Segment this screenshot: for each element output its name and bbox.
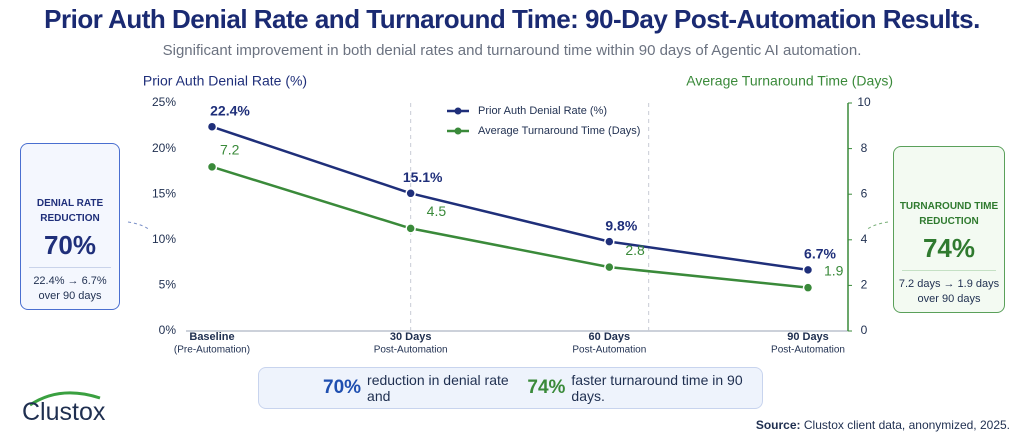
banner-value: 70% — [323, 377, 362, 398]
y-tick-label: 10% — [152, 232, 176, 246]
data-point — [604, 236, 615, 247]
source: Source: Clustox client data, anonymized,… — [756, 418, 1010, 432]
data-label: 22.4% — [210, 102, 250, 118]
data-point — [802, 282, 814, 293]
card-period: over 90 days — [917, 293, 981, 305]
legend-swatch — [454, 127, 462, 135]
source-text: Clustox client data, anonymized, 2025. — [803, 418, 1010, 432]
subtitle: Significant improvement in both denial r… — [162, 42, 862, 59]
series-line — [211, 125, 809, 272]
data-label: 7.2 — [220, 142, 240, 158]
data-label: 2.8 — [625, 242, 645, 258]
data-point — [206, 161, 218, 173]
data-label: 1.9 — [824, 262, 844, 278]
legend-swatch — [454, 107, 462, 115]
data-label: 4.5 — [427, 203, 447, 219]
data-point — [405, 223, 416, 234]
card-detail: 22.4% → 6.7% — [33, 275, 107, 287]
y-tick-label: 0% — [159, 323, 177, 337]
y2-tick-label: 0 — [861, 323, 868, 337]
x-tick-sublabel: Post-Automation — [374, 345, 448, 356]
banner-text: faster turnaround time in 90 days. — [571, 372, 743, 404]
card-title: DENIAL RATE REDUCTION — [36, 198, 104, 224]
card-period: over 90 days — [38, 290, 102, 302]
data-point — [206, 121, 218, 132]
data-point — [604, 261, 615, 273]
card-value: 70% — [43, 230, 97, 260]
summary-banner: 70% reduction in denial rate and 74% fas… — [258, 367, 763, 409]
y2-tick-label: 8 — [861, 141, 868, 155]
x-tick-sublabel: (Pre-Automation) — [174, 345, 250, 356]
banner-value: 74% — [527, 377, 566, 398]
y-tick-label: 15% — [152, 186, 176, 200]
data-label: 6.7% — [804, 246, 836, 262]
y-tick-label: 25% — [152, 95, 176, 109]
legend-label: Prior Auth Denial Rate (%) — [478, 105, 607, 117]
y2-tick-label: 4 — [861, 232, 868, 246]
y2-axis-label: Average Turnaround Time (Days) — [686, 73, 893, 89]
x-tick-label: 30 Days — [390, 331, 432, 343]
y2-tick-label: 6 — [861, 186, 868, 200]
connector — [865, 221, 889, 231]
y2-tick-label: 10 — [857, 95, 871, 109]
connector — [127, 221, 151, 231]
x-tick-label: Baseline — [189, 331, 234, 343]
y-tick-label: 20% — [152, 141, 176, 155]
data-label: 9.8% — [605, 217, 637, 233]
stat-card: DENIAL RATE REDUCTION 70% 22.4% → 6.7% o… — [20, 143, 120, 310]
data-label: 15.1% — [403, 169, 443, 185]
y2-tick-label: 2 — [861, 278, 868, 292]
x-tick-label: 90 Days — [787, 331, 829, 343]
stat-card: TURNAROUND TIME REDUCTION 74% 7.2 days →… — [893, 146, 1005, 313]
card-title: TURNAROUND TIME REDUCTION — [899, 201, 999, 227]
series-line — [211, 165, 809, 289]
title: Prior Auth Denial Rate and Turnaround Ti… — [44, 4, 980, 34]
x-tick-sublabel: Post-Automation — [771, 345, 845, 356]
banner-text: reduction in denial rate and — [367, 372, 509, 404]
source-label: Source: — [755, 418, 801, 432]
logo-swoosh — [29, 391, 101, 407]
data-point — [802, 264, 814, 276]
legend-label: Average Turnaround Time (Days) — [478, 125, 640, 137]
y-axis-label: Prior Auth Denial Rate (%) — [143, 73, 307, 89]
data-point — [405, 188, 416, 199]
x-tick-label: 60 Days — [589, 331, 631, 343]
logo: Clustox — [22, 398, 106, 426]
card-detail: 7.2 days → 1.9 days — [898, 278, 1000, 290]
card-value: 74% — [922, 233, 976, 263]
y-tick-label: 5% — [159, 278, 177, 292]
x-tick-sublabel: Post-Automation — [572, 345, 646, 356]
